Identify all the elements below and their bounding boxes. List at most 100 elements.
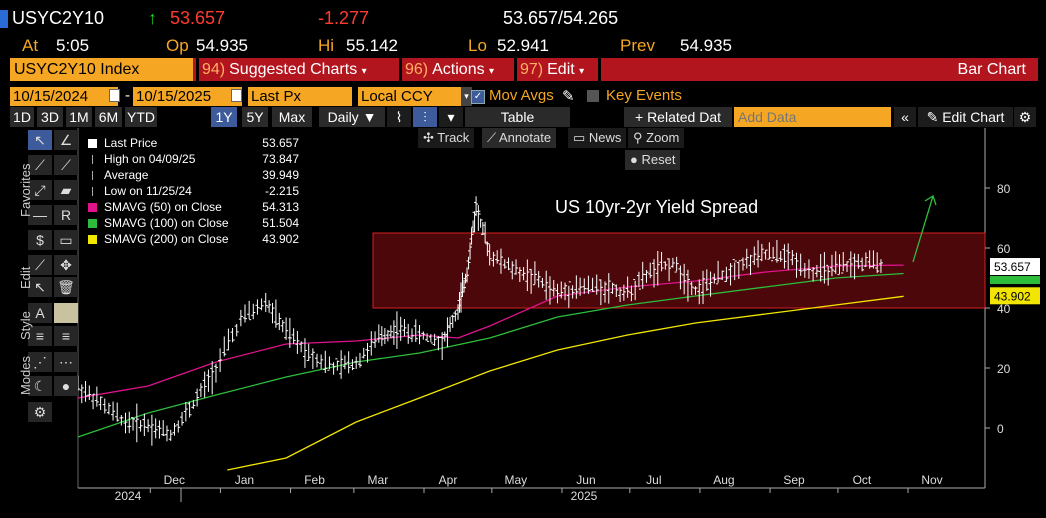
caret-down-icon: ▾ [489,66,495,77]
sma-line [77,272,904,438]
edit-menu[interactable]: 97) Edit ▾ [520,58,584,81]
security-field[interactable]: USYC2Y10 Index [10,58,193,81]
period-button-3d[interactable]: 3D [37,107,63,127]
legend-swatch [88,219,97,228]
legend-marker [92,171,93,180]
menu-divider [399,58,402,81]
date-range-bar: 10/15/2024 - 10/15/2025 Last Px Local CC… [10,87,710,107]
x-tick-label: Feb [304,473,325,487]
menu-divider [514,58,517,81]
reset-button[interactable]: ● Reset [625,150,681,170]
legend-row[interactable]: Last Price 53.657 [84,135,299,151]
cursor-plus-icon[interactable]: ↖ [28,277,52,297]
annotation-arrow-head [924,195,937,206]
cursor-icon[interactable]: ↖ [28,130,52,150]
period-button-max[interactable]: Max [272,107,312,127]
related-data-button[interactable]: + Related Dat [624,107,732,127]
gear-icon[interactable]: ⚙ [28,402,52,422]
line-style-icon[interactable]: ≡ [54,326,78,346]
legend-row[interactable]: Low on 11/25/24 -2.215 [84,183,299,199]
period-button-ytd[interactable]: YTD [125,107,157,127]
color-swatch[interactable] [54,303,78,323]
line-chart-icon[interactable]: ⌇ [387,107,411,127]
edit-chart-button[interactable]: ✎ Edit Chart [918,107,1013,127]
news-button[interactable]: ▭ News [568,128,627,148]
pen-tool-icon[interactable]: ∠ [54,130,78,150]
channel-tool-icon[interactable]: ▰ [54,180,78,200]
mode-icon[interactable]: ☾ [28,376,52,396]
key-events-checkbox[interactable] [587,90,599,102]
ray-tool-icon[interactable]: ⟋ [54,155,78,175]
range-band [372,232,986,309]
bar-chart-icon[interactable]: ⫶ [413,107,437,127]
high-label: Hi [318,36,335,55]
side-tab-edit[interactable]: Edit [18,266,33,289]
menu-divider [598,58,601,81]
ticker: USYC2Y10 [12,8,105,28]
legend-row[interactable]: High on 04/09/25 73.847 [84,151,299,167]
side-tab-modes[interactable]: Modes [18,355,33,395]
legend-swatch [88,139,97,148]
hline-tool-icon[interactable]: — [28,205,52,225]
mov-avgs-checkbox[interactable]: ✓ [471,90,485,104]
rectangle-tool-icon[interactable]: ▭ [54,230,78,250]
palette-icon[interactable]: ● [54,376,78,396]
period-button-5y[interactable]: 5Y [242,107,268,127]
legend-label: Last Price [104,136,158,150]
end-date-input[interactable]: 10/15/2025 [133,87,242,106]
line-width-icon[interactable]: ≡ [28,326,52,346]
add-data-input[interactable] [734,107,891,127]
key-events-label: Key Events [606,87,682,104]
legend-swatch [88,235,97,244]
dashed-line-icon[interactable]: ⋯ [54,352,78,372]
trend-tool-icon[interactable]: ⤢ [28,180,52,200]
dotted-line-icon[interactable]: ⋰ [28,352,52,372]
retracement-icon[interactable]: R [54,205,78,225]
suggested-charts-menu[interactable]: 94) Suggested Charts ▾ [202,58,367,81]
candle-chart-icon[interactable]: ▾ [439,107,463,127]
track-button[interactable]: ✣ Track [418,128,475,148]
period-button-6m[interactable]: 6M [95,107,122,127]
legend-value: 54.313 [262,200,299,214]
legend-row[interactable]: Average 39.949 [84,167,299,183]
field-select[interactable]: Last Px [248,87,352,106]
side-tab-style[interactable]: Style [18,311,33,340]
period-button-1y[interactable]: 1Y [211,107,237,127]
x-tick-label: May [505,473,528,487]
legend-value: 53.657 [262,136,299,150]
period-button-1m[interactable]: 1M [66,107,92,127]
move-icon[interactable]: ✥ [54,255,78,275]
gear-icon[interactable]: ⚙ [1014,107,1036,127]
calendar-icon[interactable] [231,89,242,102]
legend-row[interactable]: SMAVG (50) on Close 54.313 [84,199,299,215]
brush-icon[interactable]: ⟋ [28,255,52,275]
dollar-tool-icon[interactable]: $ [28,230,52,250]
frequency-select[interactable]: Daily ▼ [319,107,385,127]
side-tab-favorites[interactable]: Favorites [18,163,33,217]
text-tool-icon[interactable]: A [28,303,52,323]
x-tick-label: Oct [853,473,872,487]
legend-row[interactable]: SMAVG (100) on Close 51.504 [84,215,299,231]
chart-title: US 10yr-2yr Yield Spread [555,197,758,217]
collapse-icon[interactable]: « [894,107,916,127]
chevron-down-icon[interactable]: ▾ [461,87,472,106]
table-button[interactable]: Table [465,107,570,127]
last-price-tag [990,258,1040,276]
x-tick-label: Nov [921,473,942,487]
pencil-icon[interactable]: ✎ [562,88,575,105]
prev-value: 54.935 [680,36,732,55]
currency-select[interactable]: Local CCY [358,87,461,106]
annotate-button[interactable]: ⟋ Annotate [482,128,557,148]
legend-row[interactable]: SMAVG (200) on Close 43.902 [84,231,299,247]
start-date-input[interactable]: 10/15/2024 [10,87,118,106]
chart-type-label[interactable]: Bar Chart [957,61,1026,78]
period-button-1d[interactable]: 1D [10,107,34,127]
trash-icon[interactable]: 🗑 [54,277,78,297]
zoom-label: Zoom [646,130,680,145]
actions-menu[interactable]: 96) Actions ▾ [405,58,494,81]
annotation-arrow [912,195,934,263]
calendar-icon[interactable] [109,89,120,102]
zoom-button[interactable]: ⚲ Zoom [628,128,685,148]
line-tool-icon[interactable]: ⟋ [28,155,52,175]
